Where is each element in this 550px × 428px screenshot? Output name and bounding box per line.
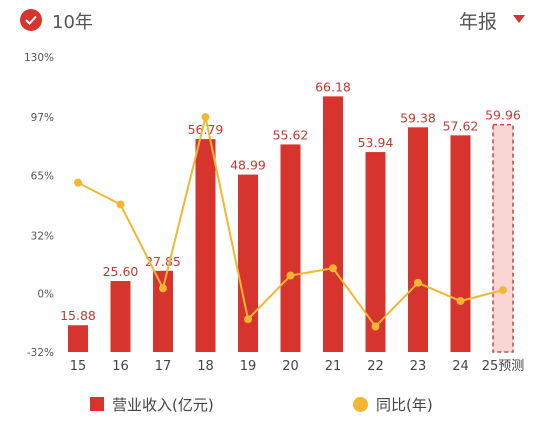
y-tick-label: 97% (31, 112, 54, 124)
growth-point (456, 297, 465, 306)
report-type-label[interactable]: 年报 (459, 11, 498, 33)
legend-item-revenue[interactable]: 营业收入(亿元) (90, 394, 214, 414)
chevron-down-icon[interactable] (513, 15, 525, 23)
growth-point (286, 271, 295, 280)
y-axis: 130% 97% 65% 32% 0% -32% (24, 52, 54, 359)
x-tick-label: 23 (410, 359, 427, 374)
x-tick-label: 21 (325, 359, 342, 374)
bar (365, 152, 386, 352)
bar-value-label: 56.79 (188, 122, 224, 137)
bar (323, 96, 343, 352)
growth-point (74, 178, 82, 187)
growth-point (329, 264, 337, 273)
bar-value-labels: 15.88 25.60 27.85 56.79 48.99 55.62 66.18 53.94… (60, 79, 521, 323)
bar (68, 325, 88, 352)
forecast-bar (492, 123, 514, 353)
bar-value-label: 15.88 (60, 308, 96, 323)
x-tick-label: 17 (155, 359, 172, 374)
growth-point (201, 113, 210, 122)
y-tick-label: 65% (31, 170, 54, 182)
bar (408, 127, 428, 352)
bar (280, 144, 301, 352)
x-tick-label: 25预测 (482, 359, 525, 374)
bar-value-label: 48.99 (230, 158, 266, 173)
x-tick-label: 19 (240, 359, 257, 374)
growth-point (414, 278, 422, 287)
bar (195, 139, 216, 352)
bar (238, 174, 258, 352)
bar-value-label: 27.85 (145, 254, 181, 269)
revenue-chart: 130% 97% 65% 32% 0% -32% 15.88 25.60 27.85 56.79… (24, 52, 525, 374)
growth-point (244, 315, 252, 324)
growth-point (116, 200, 125, 209)
checkmark-icon (25, 15, 37, 25)
bar-value-label: 57.62 (443, 118, 479, 133)
bar-series (68, 96, 514, 353)
legend-item-growth[interactable]: 同比(年) (353, 394, 433, 414)
bar-value-label: 55.62 (273, 127, 309, 142)
chart-header: 10年 年报 (0, 0, 550, 42)
growth-line-series (74, 113, 507, 331)
x-tick-label: 22 (367, 359, 384, 374)
x-axis: 15 16 17 18 19 20 21 22 23 24 25预测 (70, 359, 525, 374)
legend-dot-swatch (353, 396, 368, 412)
x-tick-label: 15 (70, 359, 87, 374)
bar-value-label: 25.60 (103, 264, 139, 279)
legend-label-growth: 同比(年) (376, 395, 433, 414)
bar-value-label: 53.94 (358, 135, 394, 150)
y-tick-label: 130% (24, 52, 54, 64)
x-tick-label: 16 (112, 359, 129, 374)
legend-label-revenue: 营业收入(亿元) (112, 395, 214, 414)
x-tick-label: 24 (452, 359, 469, 374)
x-tick-label: 18 (197, 359, 214, 374)
checked-circle-icon[interactable] (20, 9, 42, 31)
bar (450, 135, 471, 352)
bar (153, 270, 173, 352)
bar (110, 281, 131, 352)
y-tick-label: -32% (27, 347, 54, 359)
y-tick-label: 32% (31, 230, 54, 242)
bar-value-label: 59.38 (400, 110, 436, 125)
growth-point (159, 284, 167, 293)
bar-value-label: 66.18 (315, 79, 351, 94)
y-tick-label: 0% (37, 289, 54, 301)
period-selector-label[interactable]: 10年 (52, 12, 93, 33)
growth-point (371, 322, 380, 331)
growth-point (499, 286, 507, 295)
bar-value-label: 59.96 (485, 108, 521, 123)
legend-bar-swatch (90, 397, 104, 411)
x-tick-label: 20 (282, 359, 299, 374)
